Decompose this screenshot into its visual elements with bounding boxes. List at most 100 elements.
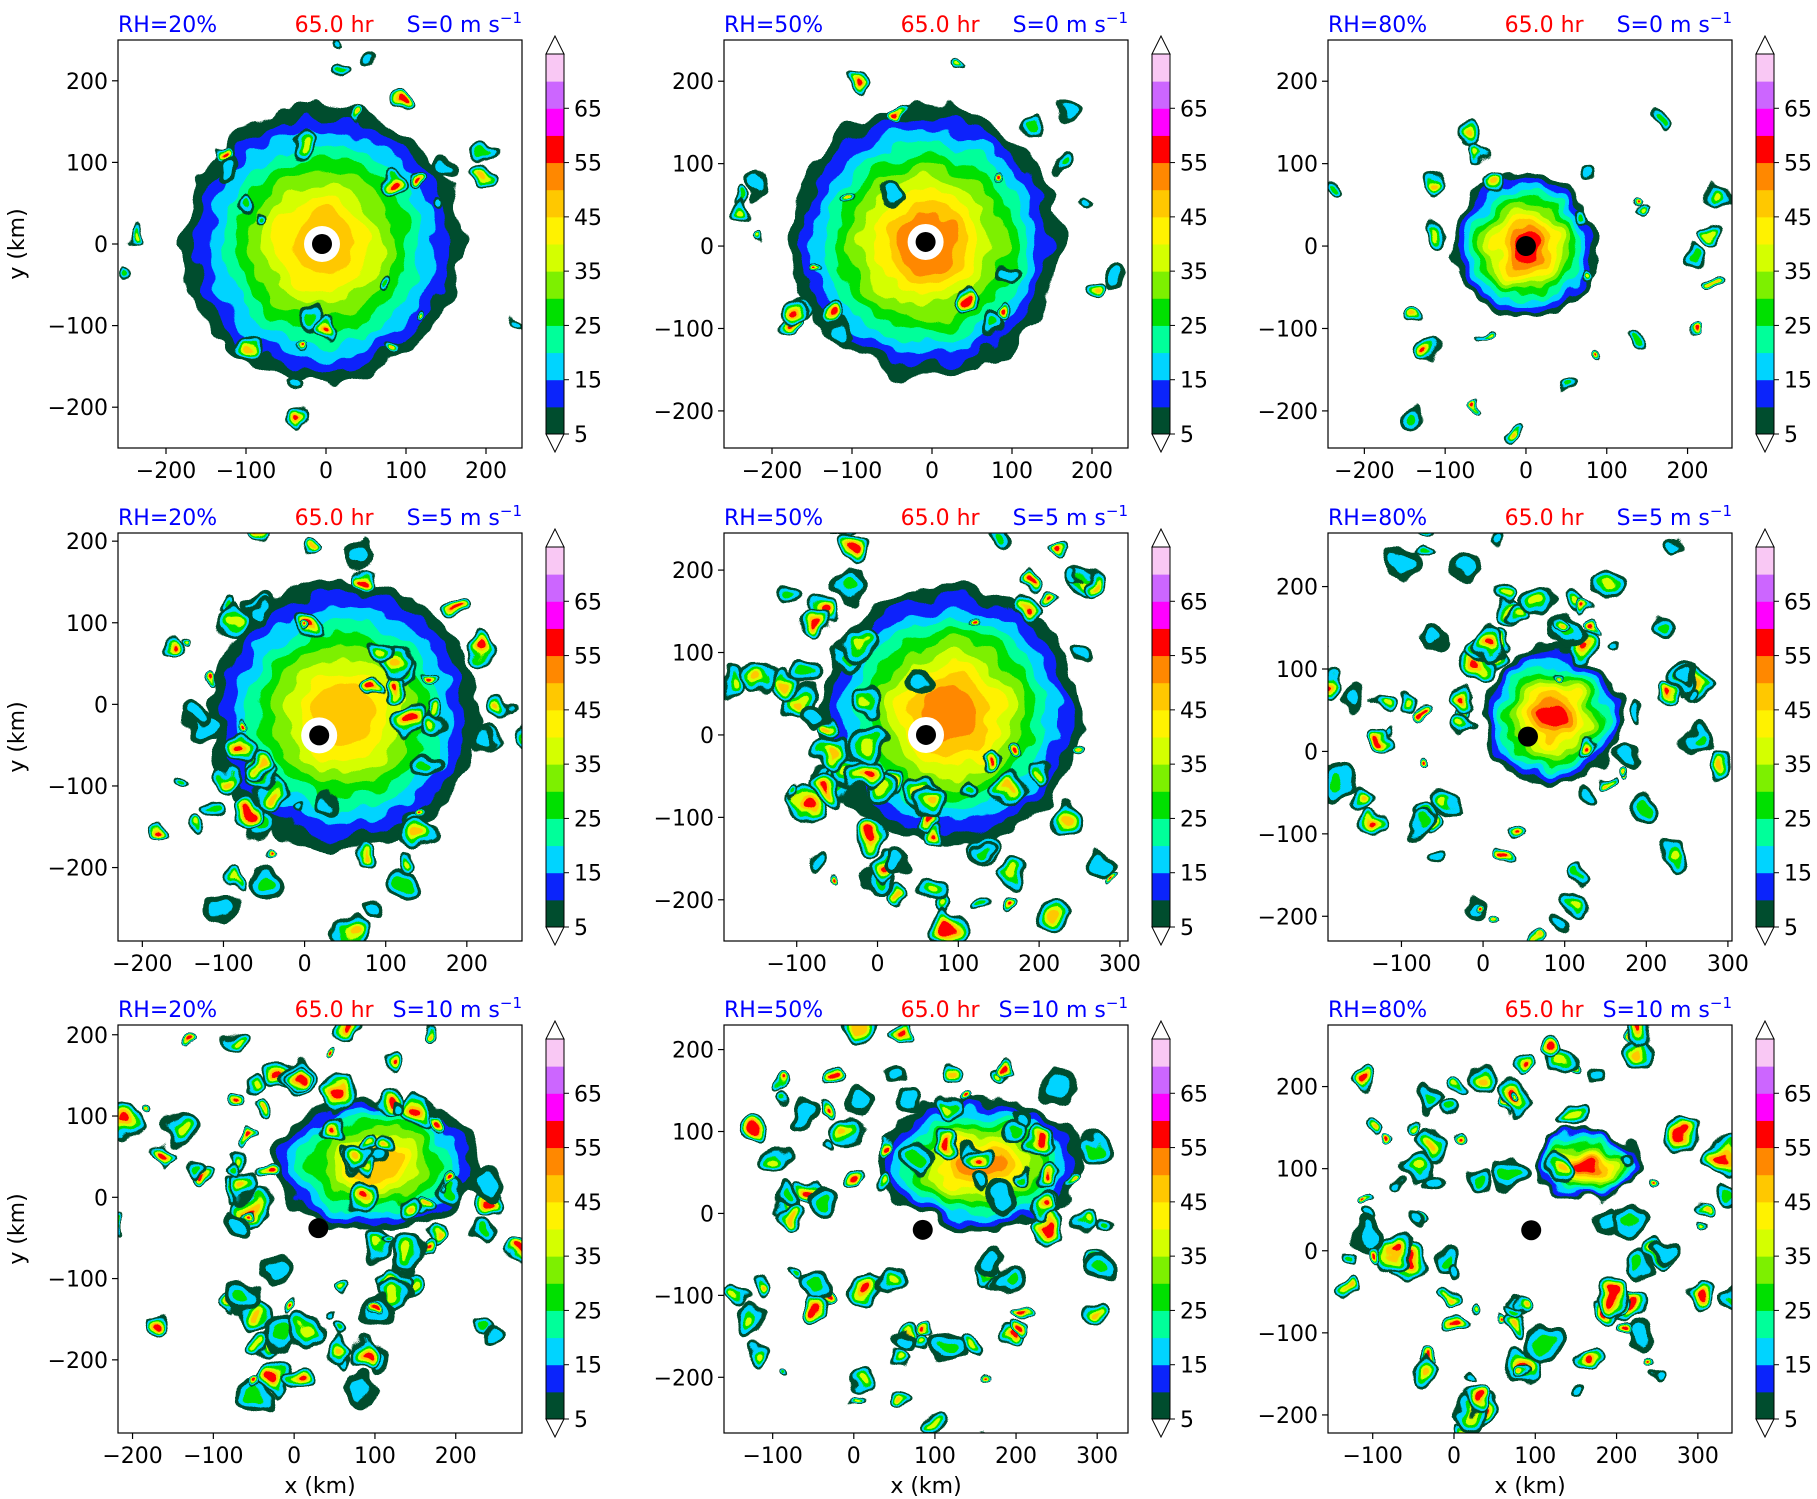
y-tick-label: 0 [700,235,714,260]
colorbar-bin [546,81,564,109]
colorbar: 5 15 25 35 45 55 65 [1151,34,1208,454]
title-shear: S=10 m s−1 [1603,994,1732,1023]
colorbar-bin [1756,872,1774,901]
colorbar-tick-label: 35 [574,1245,602,1270]
colorbar-bin [1756,1039,1774,1067]
colorbar-bin [1152,737,1170,765]
colorbar-bin [1756,216,1774,245]
colorbar-tick-label: 5 [574,1408,588,1433]
colorbar-bin [1756,818,1774,847]
colorbar-bin [1152,655,1170,684]
x-tick-label: 100 [385,459,427,484]
x-tick-label: 0 [1476,952,1490,977]
colorbar-bin [1756,325,1774,354]
colorbar-bin [546,54,564,82]
storm-center-marker [308,1218,329,1239]
colorbar-bin [1756,135,1774,164]
colorbar-extend-max [545,1019,565,1040]
x-tick-label: 300 [1677,1444,1719,1469]
colorbar-bin [546,1201,564,1230]
colorbar-tick-label: 65 [1180,1082,1208,1107]
colorbar-tick-label: 35 [1784,1245,1812,1270]
colorbar-bin [546,1229,564,1257]
x-tick-label: 100 [365,952,407,977]
colorbar-extend-max [1755,527,1775,548]
title-rh: RH=80% [1328,998,1427,1023]
x-tick-label: −100 [216,459,276,484]
colorbar-bin [546,162,564,191]
colorbar-bin [1756,574,1774,602]
colorbar-extend-min [1151,926,1171,947]
y-tick-label: −100 [48,1268,108,1293]
colorbar-frame [545,53,565,435]
storm-center-marker [912,1219,933,1240]
colorbar-bin [1152,1093,1170,1121]
colorbar-extend-min [1151,1418,1171,1439]
y-axis-label: y (km) [5,1193,30,1264]
y-tick-label: −100 [1258,1322,1318,1347]
x-tick-label: 100 [914,1444,956,1469]
colorbar-bin [546,737,564,765]
title-rh: RH=80% [1328,506,1427,531]
colorbar-bin [546,379,564,408]
colorbar-bin [1152,216,1170,245]
colorbar-tick-label: 25 [574,807,602,832]
colorbar-bin [546,764,564,792]
colorbar-extend-min [1755,1418,1775,1439]
colorbar-tick-label: 45 [1180,206,1208,231]
panel: −100 0 100 200 300 −200 −100 0 100 200 x (km) RH=80… [1258,994,1812,1499]
x-tick-label: 0 [298,952,312,977]
x-tick-label: −200 [1334,459,1394,484]
x-tick-label: −100 [742,1444,802,1469]
colorbar-tick-label: 15 [1180,862,1208,887]
axes-frame [723,532,1129,942]
panel-grid: −200 −100 0 100 200 −200 −100 0 100 200 y (km) RH=2… [5,9,1812,1499]
title-shear: S=0 m s−1 [1013,9,1128,38]
colorbar-bin [1152,1147,1170,1176]
colorbar-bin [546,1147,564,1176]
colorbar-tick-label: 5 [574,916,588,941]
title-time: 65.0 hr [1505,13,1585,38]
colorbar-bin [1756,1256,1774,1284]
colorbar-tick-label: 15 [1784,862,1812,887]
x-axis-label: x (km) [890,1474,961,1499]
y-tick-label: −100 [48,315,108,340]
colorbar-bin [1152,379,1170,408]
x-tick-label: −100 [183,1444,243,1469]
y-tick-label: 200 [66,70,108,95]
x-tick-label: −100 [822,459,882,484]
colorbar-bin [546,791,564,819]
colorbar-tick-label: 65 [574,97,602,122]
colorbar-bin [1152,845,1170,874]
colorbar-tick-label: 55 [574,1137,602,1162]
y-tick-label: 100 [672,153,714,178]
x-tick-label: 200 [446,952,488,977]
x-tick-label: 300 [1707,952,1749,977]
y-tick-label: −200 [48,857,108,882]
axes-frame [723,1024,1129,1434]
colorbar-bin [1756,1093,1774,1121]
colorbar-bin [1152,1283,1170,1311]
colorbar-tick-label: 5 [574,423,588,448]
title-rh: RH=20% [118,13,217,38]
colorbar-tick-label: 45 [1180,699,1208,724]
colorbar-tick-label: 25 [574,1299,602,1324]
title-time: 65.0 hr [295,998,375,1023]
y-tick-label: 0 [700,1202,714,1227]
x-tick-label: −200 [112,952,172,977]
colorbar-tick-label: 45 [574,699,602,724]
panel: −200 −100 0 100 200 −200 −100 0 100 200 y (km) RH=2… [5,9,602,484]
y-axis-label: y (km) [5,208,30,279]
colorbar-tick-label: 55 [1180,152,1208,177]
colorbar-bin [1152,1310,1170,1339]
colorbar-bin [1756,655,1774,684]
x-axis-label: x (km) [1494,1474,1565,1499]
title-time: 65.0 hr [295,13,375,38]
precip-field [1338,1025,1732,1433]
colorbar-bin [546,108,564,136]
y-tick-label: −100 [1258,823,1318,848]
storm-center-marker [1521,1220,1542,1241]
colorbar-tick-label: 65 [574,1082,602,1107]
x-tick-label: 100 [1544,952,1586,977]
colorbar-tick-label: 55 [574,645,602,670]
